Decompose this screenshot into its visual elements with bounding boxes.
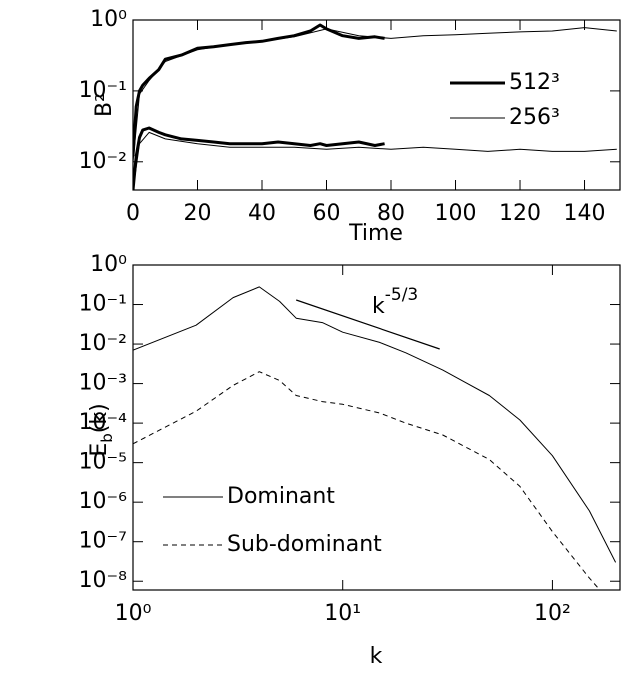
- plot-area: [133, 23, 617, 190]
- y-tick-label: 10⁻²: [79, 331, 127, 356]
- x-tick-label: 0: [126, 201, 140, 226]
- reference-label: k-5/3: [372, 285, 418, 319]
- y-tick-label: 10⁻⁴: [79, 410, 128, 435]
- legend-label: 512³: [509, 70, 560, 95]
- legend-label: Sub-dominant: [227, 532, 382, 557]
- x-tick-label: 120: [499, 201, 541, 226]
- x-tick-label: 60: [313, 201, 341, 226]
- plot-area: [133, 286, 617, 590]
- x-tick-label: 20: [184, 201, 212, 226]
- plot-frame: [132, 264, 621, 591]
- x-tick-label: 40: [248, 201, 276, 226]
- x-axis-label: Time: [348, 221, 403, 246]
- y-tick-label: 10⁻⁸: [79, 568, 128, 593]
- x-tick-label: 10²: [534, 601, 571, 626]
- reference-line: [296, 299, 440, 350]
- x-tick-label: 10⁰: [115, 601, 152, 626]
- y-tick-label: 10⁰: [90, 7, 127, 32]
- plot-frame: [132, 19, 621, 191]
- y-tick-label: 10⁻⁷: [79, 529, 127, 554]
- y-tick-label: 10⁻¹: [79, 292, 127, 317]
- x-tick-label: 10¹: [324, 601, 361, 626]
- y-axis-label-main: E: [87, 443, 112, 457]
- series-line: [133, 27, 617, 162]
- y-tick-label: 10⁻⁵: [79, 450, 127, 475]
- y-tick-label: 10⁻¹: [79, 78, 127, 103]
- series-line: [133, 286, 617, 563]
- legend-label: 256³: [509, 105, 560, 130]
- series-line: [133, 126, 385, 190]
- y-tick-label: 10⁻⁶: [79, 489, 128, 514]
- series-line: [133, 131, 617, 190]
- x-axis-label: k: [370, 644, 383, 669]
- y-axis-label-suffix: (k): [87, 403, 112, 433]
- y-tick-label: 10⁰: [90, 252, 127, 277]
- series-line: [133, 371, 601, 590]
- x-tick-label: 80: [377, 201, 405, 226]
- y-tick-label: 10⁻³: [79, 371, 127, 396]
- reference-label-base: k: [372, 294, 385, 319]
- x-tick-label: 140: [564, 201, 606, 226]
- reference-label-exponent: -5/3: [385, 285, 419, 305]
- y-axis-label: B²: [92, 93, 117, 117]
- legend-label: Dominant: [227, 484, 335, 509]
- y-tick-label: 10⁻²: [79, 149, 127, 174]
- y-axis-label: Eb(k): [87, 403, 116, 456]
- y-axis-label-sub: b: [98, 433, 116, 443]
- x-tick-label: 100: [435, 201, 477, 226]
